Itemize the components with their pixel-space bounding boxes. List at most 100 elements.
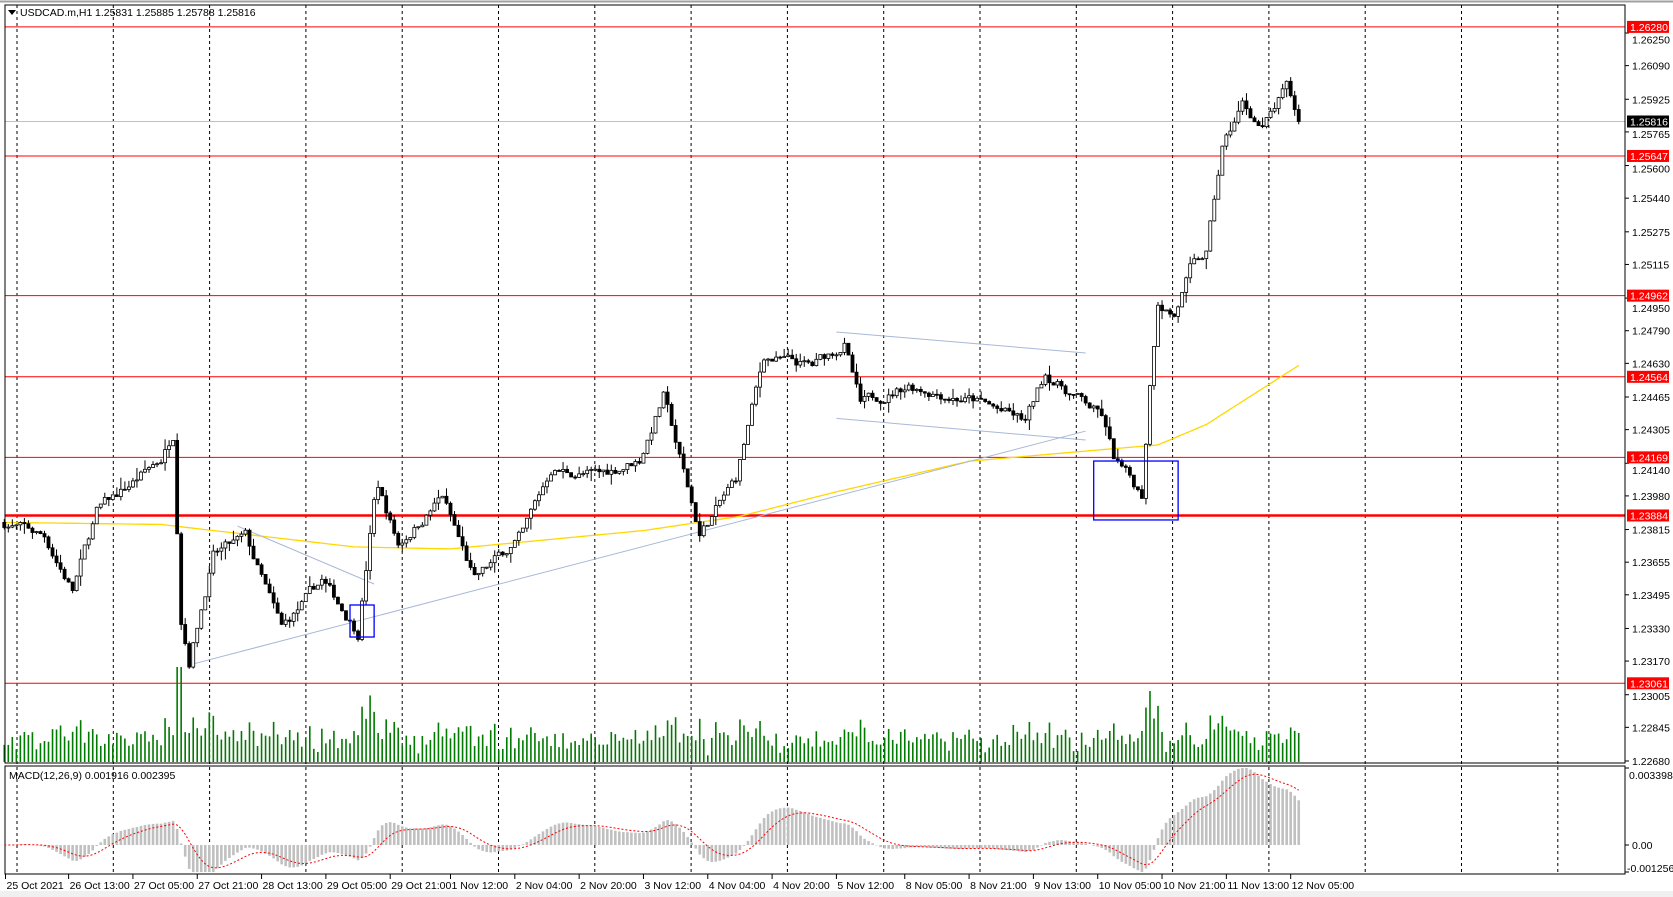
candle [1220, 145, 1225, 176]
candle [870, 392, 875, 398]
candle [1059, 380, 1064, 387]
candle [943, 398, 947, 401]
candle [717, 499, 722, 506]
trendlines[interactable] [193, 331, 1086, 665]
candle [102, 497, 107, 505]
candle [770, 358, 774, 362]
candle [299, 601, 304, 611]
candle [1083, 396, 1088, 404]
price-tick-label: 1.26250 [1632, 34, 1670, 46]
candle [810, 361, 815, 367]
candle [1035, 387, 1040, 403]
price-tick-label: 1.23980 [1632, 491, 1670, 503]
candle [750, 403, 754, 426]
candle [520, 527, 525, 533]
candle [778, 356, 783, 359]
candle [1208, 220, 1213, 252]
candle [392, 519, 397, 534]
time-tick-label: 9 Nov 13:00 [1034, 880, 1091, 892]
candle [183, 624, 188, 644]
candle [70, 581, 75, 591]
time-tick-label: 4 Nov 20:00 [773, 880, 830, 892]
level-lines[interactable] [5, 26, 1625, 684]
candle [794, 358, 799, 366]
candle [959, 400, 963, 403]
candle [742, 444, 746, 460]
candle [999, 408, 1004, 412]
time-tick-label: 5 Nov 12:00 [837, 880, 894, 892]
candle [404, 539, 409, 544]
vertical-grid [16, 5, 1559, 874]
candle [850, 354, 855, 373]
candle [971, 395, 975, 402]
candle [951, 397, 955, 401]
candle [1015, 413, 1020, 416]
candle [195, 627, 200, 644]
candle [191, 642, 196, 668]
candle [58, 562, 63, 570]
candle [388, 512, 393, 521]
price-tick-label: 1.25925 [1632, 94, 1670, 106]
candle [697, 521, 702, 537]
price-badge-label: 1.26280 [1630, 22, 1668, 34]
price-tick-label: 1.23170 [1632, 656, 1670, 668]
candle [143, 468, 147, 473]
price-tick-label: 1.23815 [1632, 525, 1670, 537]
candle [500, 551, 505, 556]
candle [673, 425, 678, 443]
candle [340, 603, 344, 612]
candle [701, 525, 706, 537]
candle [275, 602, 280, 614]
time-tick-label: 26 Oct 13:00 [70, 880, 130, 892]
candle [98, 503, 103, 508]
candle [890, 394, 895, 397]
candle [283, 619, 288, 625]
triangle-down-icon[interactable] [8, 10, 16, 15]
candle [267, 583, 272, 594]
level-badges: 1.26280 1.25647 1.24962 1.24564 1.24169 1.238… [1627, 20, 1669, 690]
candle [54, 555, 59, 564]
candle [561, 468, 565, 472]
candle [135, 479, 139, 482]
candle [106, 497, 111, 500]
candle [649, 432, 654, 441]
candle [922, 391, 927, 394]
candle [175, 439, 180, 535]
boxes[interactable] [349, 460, 1179, 638]
candle [629, 463, 634, 467]
candle [862, 396, 867, 402]
price-badge [1627, 289, 1669, 302]
time-tick-label: 10 Nov 21:00 [1163, 880, 1226, 892]
candle [171, 439, 176, 447]
candle [842, 342, 847, 353]
candle [380, 487, 385, 497]
price-badge-label: 1.24169 [1630, 452, 1668, 464]
candle [384, 495, 389, 514]
candle [1268, 110, 1273, 118]
candle [931, 393, 935, 397]
candle [1075, 393, 1080, 395]
candle [1123, 465, 1128, 468]
candle [1095, 405, 1100, 410]
candle [215, 550, 220, 553]
candle [1272, 108, 1277, 112]
price-badge [1627, 370, 1669, 383]
price-badge-label: 1.23884 [1630, 510, 1668, 522]
candle [1067, 393, 1072, 396]
time-axis[interactable]: 25 Oct 2021 26 Oct 13:00 27 Oct 05:00 27 Oc… [5, 874, 1355, 892]
candle [593, 468, 598, 471]
candle [1011, 410, 1016, 416]
candle [1200, 258, 1205, 261]
price-tick-label: 1.24465 [1632, 392, 1670, 404]
candle [356, 630, 360, 640]
candle [396, 532, 401, 546]
candle [199, 609, 204, 629]
price-axis[interactable]: 1.26250 1.26090 1.25925 1.25765 1.25600 1.254… [1625, 32, 1670, 768]
candle [110, 494, 115, 500]
candle [858, 383, 863, 402]
candle [90, 523, 95, 540]
candle [1176, 306, 1181, 317]
candle [1144, 443, 1148, 499]
candle [163, 449, 167, 464]
